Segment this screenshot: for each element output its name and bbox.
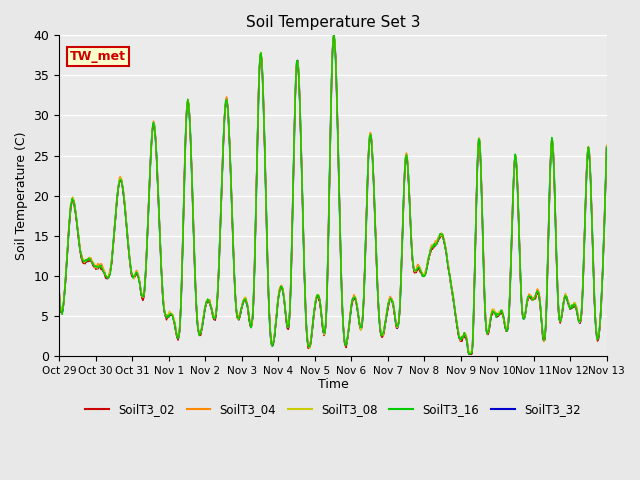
X-axis label: Time: Time (317, 379, 348, 392)
Y-axis label: Soil Temperature (C): Soil Temperature (C) (15, 132, 28, 260)
Legend: SoilT3_02, SoilT3_04, SoilT3_08, SoilT3_16, SoilT3_32: SoilT3_02, SoilT3_04, SoilT3_08, SoilT3_… (81, 398, 586, 420)
Title: Soil Temperature Set 3: Soil Temperature Set 3 (246, 15, 420, 30)
Text: TW_met: TW_met (70, 50, 126, 63)
